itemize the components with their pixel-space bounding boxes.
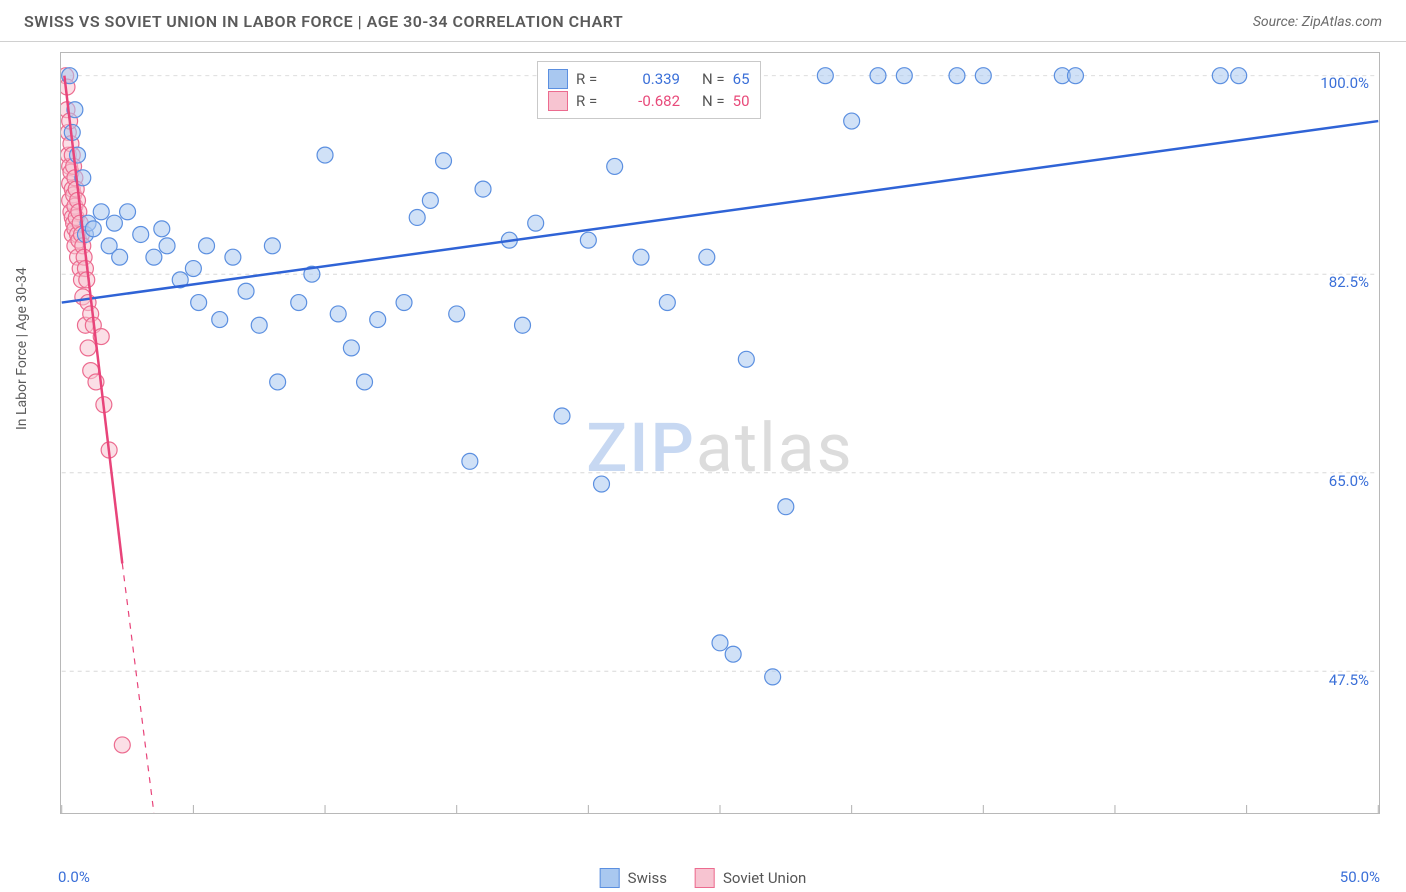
- soviet-n-value: 50: [733, 92, 750, 110]
- scatter-svg: [61, 53, 1379, 813]
- swiss-r-value: 0.339: [618, 70, 680, 88]
- y-tick-label: 100.0%: [1320, 74, 1369, 92]
- legend-stats: R = 0.339 N = 65 R = -0.682 N = 50: [537, 61, 761, 119]
- soviet-r-value: -0.682: [618, 92, 680, 110]
- soviet-swatch-icon: [548, 91, 568, 111]
- chart-source: Source: ZipAtlas.com: [1253, 14, 1382, 30]
- swiss-swatch-icon: [600, 868, 620, 888]
- chart-title: SWISS VS SOVIET UNION IN LABOR FORCE | A…: [24, 12, 623, 31]
- legend-item-soviet: Soviet Union: [695, 868, 806, 888]
- swiss-swatch-icon: [548, 69, 568, 89]
- legend-item-swiss: Swiss: [600, 868, 667, 888]
- x-axis-min-label: 0.0%: [58, 868, 90, 886]
- y-axis-label: In Labor Force | Age 30-34: [14, 267, 30, 430]
- soviet-legend-label: Soviet Union: [723, 869, 806, 887]
- plot-area: ZIPatlas R = 0.339 N = 65 R = -0.682 N =…: [60, 52, 1380, 814]
- swiss-legend-label: Swiss: [628, 869, 667, 887]
- y-tick-label: 47.5%: [1329, 671, 1369, 689]
- legend-stats-swiss: R = 0.339 N = 65: [548, 68, 750, 90]
- legend-series: Swiss Soviet Union: [600, 868, 807, 888]
- x-axis-max-label: 50.0%: [1340, 868, 1380, 886]
- soviet-swatch-icon: [695, 868, 715, 888]
- legend-stats-soviet: R = -0.682 N = 50: [548, 90, 750, 112]
- y-tick-label: 82.5%: [1329, 273, 1369, 291]
- y-tick-label: 65.0%: [1329, 472, 1369, 490]
- swiss-n-value: 65: [733, 70, 750, 88]
